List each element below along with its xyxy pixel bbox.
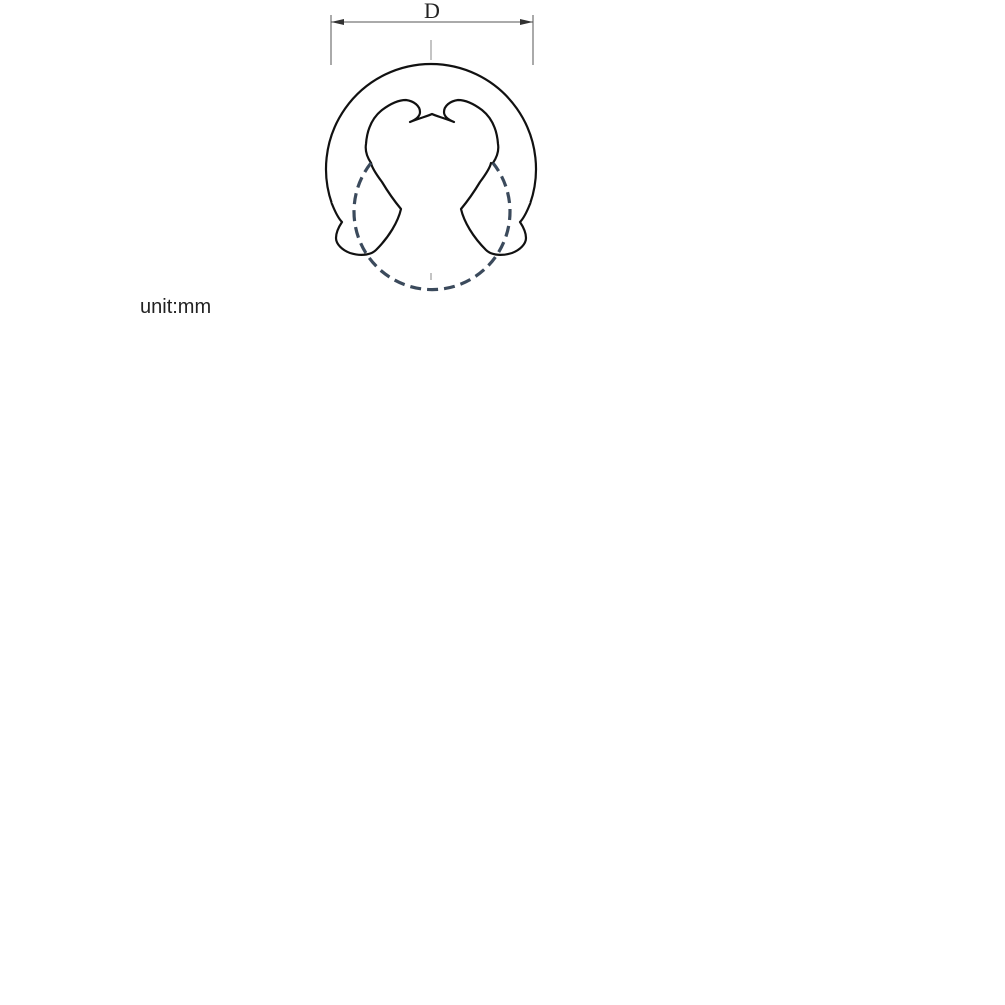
svg-text:D: D (424, 0, 440, 23)
